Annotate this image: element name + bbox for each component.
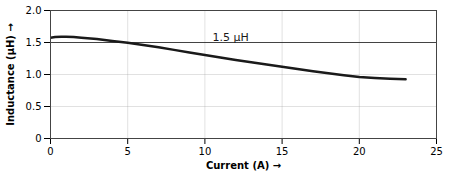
- svg-text:1.5 μH: 1.5 μH: [213, 31, 249, 44]
- svg-text:1.0: 1.0: [26, 69, 42, 80]
- svg-text:0.5: 0.5: [26, 101, 42, 112]
- svg-text:0: 0: [47, 146, 53, 157]
- svg-text:0: 0: [35, 133, 41, 144]
- svg-text:2.0: 2.0: [26, 5, 42, 16]
- svg-text:25: 25: [430, 146, 443, 157]
- svg-text:Inductance (μH) →: Inductance (μH) →: [5, 23, 16, 126]
- svg-text:1.5: 1.5: [26, 37, 42, 48]
- svg-text:15: 15: [276, 146, 289, 157]
- svg-text:5: 5: [125, 146, 131, 157]
- svg-text:20: 20: [353, 146, 366, 157]
- svg-text:Current (A) →: Current (A) →: [206, 160, 281, 171]
- svg-text:10: 10: [199, 146, 212, 157]
